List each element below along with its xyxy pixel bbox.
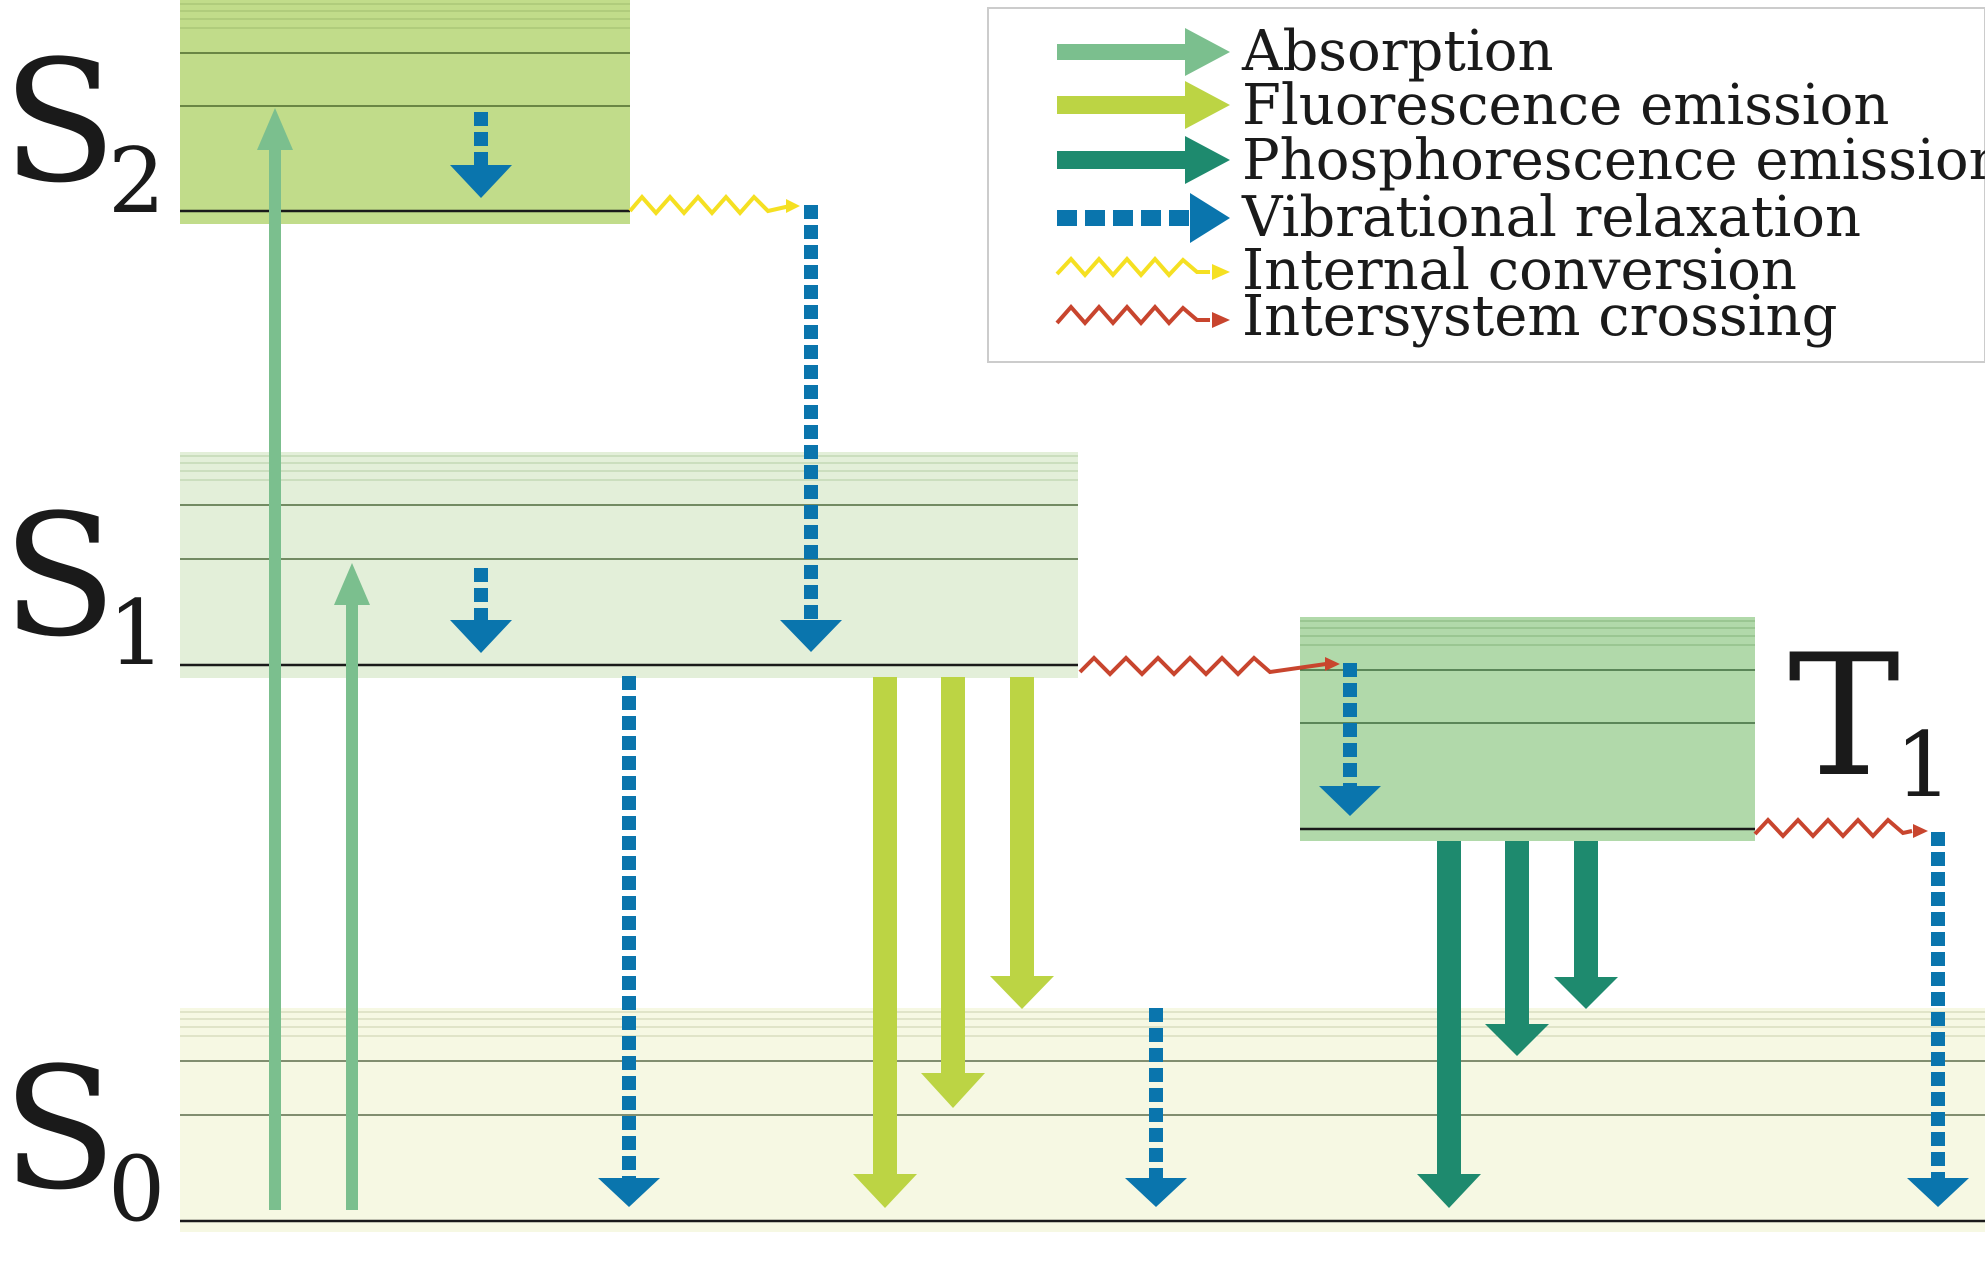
legend-label-intersystem: Intersystem crossing: [1242, 284, 1837, 349]
s2-label-subscript: 2: [108, 129, 165, 234]
legend-label-absorption: Absorption: [1241, 19, 1554, 84]
s1-band: [180, 452, 1078, 678]
legend-label-vibrational: Vibrational relaxation: [1241, 185, 1861, 250]
legend-label-fluorescence: Fluorescence emission: [1242, 73, 1889, 138]
vibrational-arrowhead: [450, 620, 512, 653]
legend-item-vibrational: Vibrational relaxation: [1057, 185, 1861, 250]
legend-item-internal: Internal conversion: [1055, 238, 1797, 303]
legend-item-absorption: Absorption: [1057, 19, 1554, 84]
fluorescence-arrow-3: [990, 677, 1054, 1009]
fluorescence-arrow-2: [921, 677, 985, 1108]
fluorescence-arrow-1: [853, 677, 917, 1208]
s0-label-letter: S: [2, 1031, 117, 1227]
legend-label-internal: Internal conversion: [1242, 238, 1797, 303]
legend-swatch-intersystem: [1055, 303, 1230, 328]
s1-label-subscript: 1: [108, 581, 165, 686]
absorption-arrow-s0-to-s1: [334, 563, 370, 1210]
vibrational-arrowhead: [1907, 1178, 1969, 1207]
legend-swatch-absorption: [1057, 28, 1230, 76]
legend-item-phosphorescence: Phosphorescence emission: [1057, 128, 1985, 193]
vibrational-arrowhead: [780, 620, 842, 652]
legend-swatch-phosphorescence: [1057, 136, 1230, 184]
t1-label-letter: T: [1788, 618, 1900, 814]
vibrational-arrowhead: [1319, 786, 1381, 816]
legend-item-intersystem: Intersystem crossing: [1055, 284, 1837, 349]
absorption-arrow-s0-to-s2: [257, 108, 293, 1210]
intersystem-crossing-s1-to-t1: [1078, 655, 1340, 677]
s0-label-subscript: 0: [108, 1137, 165, 1242]
legend-swatch-vibrational: [1057, 193, 1230, 243]
phosphorescence-arrow-2: [1485, 841, 1549, 1056]
vibrational-arrowhead: [1125, 1178, 1187, 1207]
t1-label: T 1: [1788, 618, 1952, 818]
vibrational-arrowhead: [598, 1178, 660, 1207]
s1-label: S 1: [2, 478, 165, 686]
phosphorescence-arrow-1: [1417, 841, 1481, 1208]
s2-label-letter: S: [2, 24, 117, 220]
intersystem-crossing-t1-to-s0: [1753, 817, 1928, 839]
s2-label: S 2: [2, 24, 165, 234]
legend-swatch-internal: [1055, 255, 1230, 280]
s0-label: S 0: [2, 1031, 165, 1242]
legend-frame: [987, 7, 1985, 363]
legend-label-phosphorescence: Phosphorescence emission: [1242, 128, 1985, 193]
vibrational-arrowhead: [450, 165, 512, 198]
legend-item-fluorescence: Fluorescence emission: [1057, 73, 1889, 138]
s2-band: [180, 0, 630, 224]
s1-label-letter: S: [2, 478, 117, 674]
legend: Absorption Fluorescence emission Phospho…: [987, 7, 1985, 363]
legend-swatch-fluorescence: [1057, 81, 1230, 129]
phosphorescence-arrow-3: [1554, 841, 1618, 1009]
internal-conversion-s2-to-s1: [628, 193, 800, 217]
s0-band: [180, 1008, 1985, 1232]
t1-label-subscript: 1: [1895, 713, 1952, 818]
t1-band: [1300, 617, 1755, 841]
